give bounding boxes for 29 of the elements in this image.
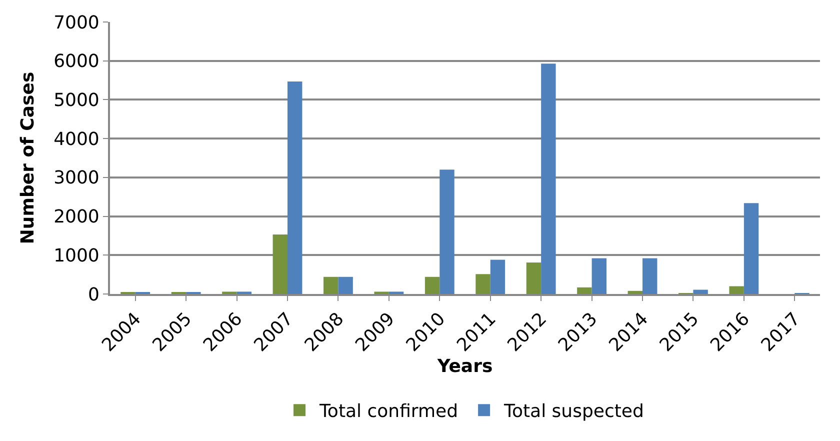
bar	[490, 260, 506, 294]
bar	[693, 290, 708, 294]
bar	[744, 203, 759, 294]
y-tick-label: 1000	[54, 245, 100, 266]
y-tick-label: 0	[88, 284, 100, 306]
bar	[424, 276, 440, 294]
y-tick-label: 7000	[54, 12, 100, 34]
y-tick-label: 2000	[54, 206, 100, 228]
bar	[642, 258, 658, 294]
bar	[288, 81, 302, 294]
y-tick-label: 6000	[54, 51, 100, 72]
legend-label: Total confirmed	[318, 401, 458, 422]
bar	[526, 262, 542, 294]
y-tick-label: 4000	[54, 128, 100, 150]
bar	[592, 258, 606, 294]
y-tick-label: 3000	[54, 168, 100, 189]
x-axis-title: Years	[436, 356, 493, 377]
bar	[272, 234, 288, 294]
bar	[577, 287, 592, 294]
bar	[729, 286, 744, 294]
bar	[324, 276, 338, 294]
y-axis-title: Number of Cases	[17, 72, 38, 244]
bar	[476, 274, 490, 294]
bar	[338, 276, 353, 294]
y-tick-label: 5000	[54, 90, 100, 112]
legend-label: Total suspected	[503, 401, 644, 422]
bar	[440, 170, 454, 294]
bar	[628, 290, 642, 294]
bar	[541, 64, 556, 294]
